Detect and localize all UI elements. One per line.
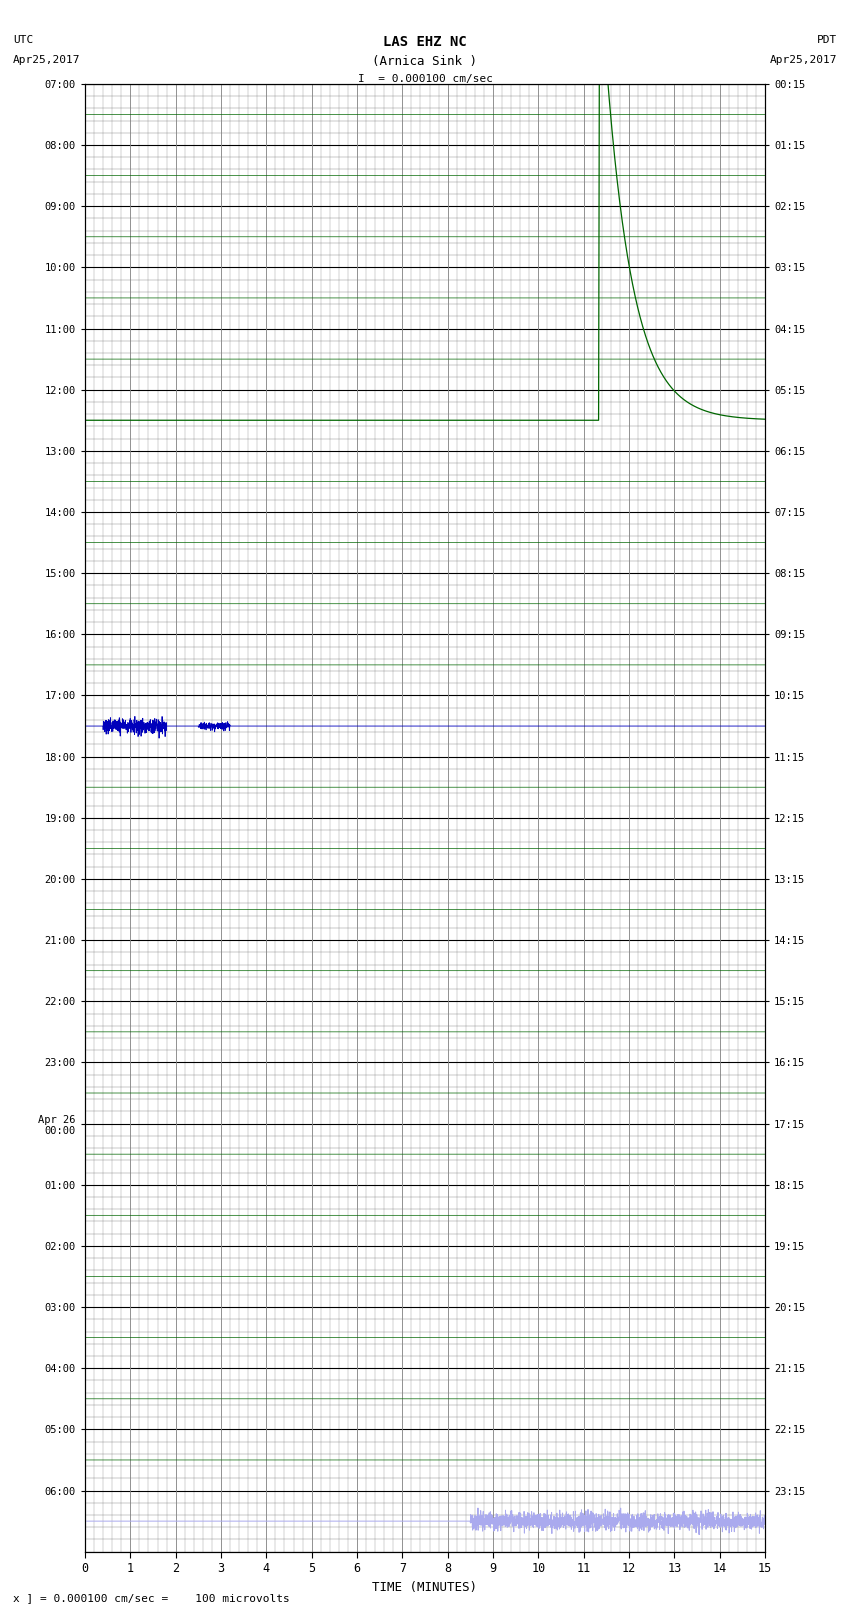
Text: LAS EHZ NC: LAS EHZ NC [383,35,467,50]
Text: PDT: PDT [817,35,837,45]
Text: Apr25,2017: Apr25,2017 [770,55,837,65]
Text: x ] = 0.000100 cm/sec =    100 microvolts: x ] = 0.000100 cm/sec = 100 microvolts [13,1594,290,1603]
Text: UTC: UTC [13,35,33,45]
Text: (Arnica Sink ): (Arnica Sink ) [372,55,478,68]
Text: Apr25,2017: Apr25,2017 [13,55,80,65]
Text: I  = 0.000100 cm/sec: I = 0.000100 cm/sec [358,74,492,84]
X-axis label: TIME (MINUTES): TIME (MINUTES) [372,1581,478,1594]
